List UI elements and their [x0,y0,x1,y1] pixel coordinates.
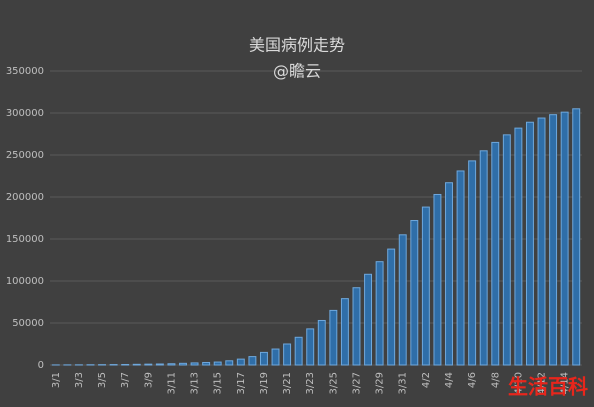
x-tick-label: 3/21 [282,372,293,394]
x-tick-label: 3/31 [398,372,409,394]
bar [259,351,268,366]
bar [248,356,257,366]
bar [525,121,534,366]
bar [132,363,141,366]
bar [213,361,222,366]
watermark: 生活百科 [508,375,588,399]
chart-subtitle: @瞻云 [273,62,321,81]
x-tick-label: 4/8 [490,372,501,388]
x-tick-label: 3/11 [166,372,177,394]
x-tick-label: 4/12 [537,372,548,394]
y-tick-label: 300000 [6,108,44,119]
bar [560,111,569,366]
x-tick-label: 3/3 [74,372,85,388]
chart-title: 美国病例走势 [249,36,345,55]
bar [271,348,280,366]
bar [387,248,396,366]
bar [167,363,176,366]
bar [283,343,292,366]
bar [329,309,338,366]
y-tick-label: 350000 [6,66,44,77]
y-tick-label: 50000 [12,318,44,329]
x-tick-label: 3/1 [51,372,62,388]
bar [340,298,349,366]
bar [491,141,500,366]
grid: 0 50000 100000 150000 200000 250000 300000 3500… [6,66,582,394]
bar [375,261,384,366]
bar [202,361,211,366]
x-tick-label: 3/19 [259,372,270,394]
bar [421,206,430,366]
y-tick-label: 0 [38,360,44,371]
bar [294,336,303,366]
x-tick-label: 4/6 [467,372,478,388]
x-tick-label: 3/15 [213,372,224,394]
bar [445,182,453,366]
bar [190,362,199,366]
bar [352,287,361,366]
bar [410,220,419,366]
x-tick-label: 3/5 [97,372,108,388]
bar [155,363,164,366]
x-tick-label: 3/7 [120,372,131,388]
bar [144,363,153,366]
x-tick-label: 3/27 [351,372,362,394]
bar [468,160,477,366]
bar [479,150,488,366]
x-tick-label: 3/29 [375,372,386,394]
x-tick-label: 3/17 [236,372,247,394]
bar [225,360,234,366]
bars [51,108,581,366]
x-tick-label: 3/25 [328,372,339,394]
y-tick-label: 200000 [6,192,44,203]
x-tick-label: 3/23 [305,372,316,394]
x-tick-label: 4/2 [421,372,432,388]
bar [433,193,442,366]
bar [537,117,546,366]
x-tick-label: 3/9 [143,372,154,388]
bar [364,273,373,366]
y-tick-label: 250000 [6,150,44,161]
bar [456,170,465,366]
bar [514,127,523,366]
x-tick-label: 4/10 [513,372,524,394]
bar [502,134,511,366]
bar [121,363,130,366]
bar [236,358,245,366]
y-tick-label: 150000 [6,234,44,245]
y-tick-label: 100000 [6,276,44,287]
x-tick-label: 4/4 [444,372,455,388]
x-tick-label: 3/13 [190,372,201,394]
bar [317,319,326,366]
bar [398,234,407,366]
bar [549,114,558,366]
x-tick-label: 4/14 [560,372,571,394]
bar [179,362,187,366]
bar [306,328,315,366]
bar [572,108,581,366]
